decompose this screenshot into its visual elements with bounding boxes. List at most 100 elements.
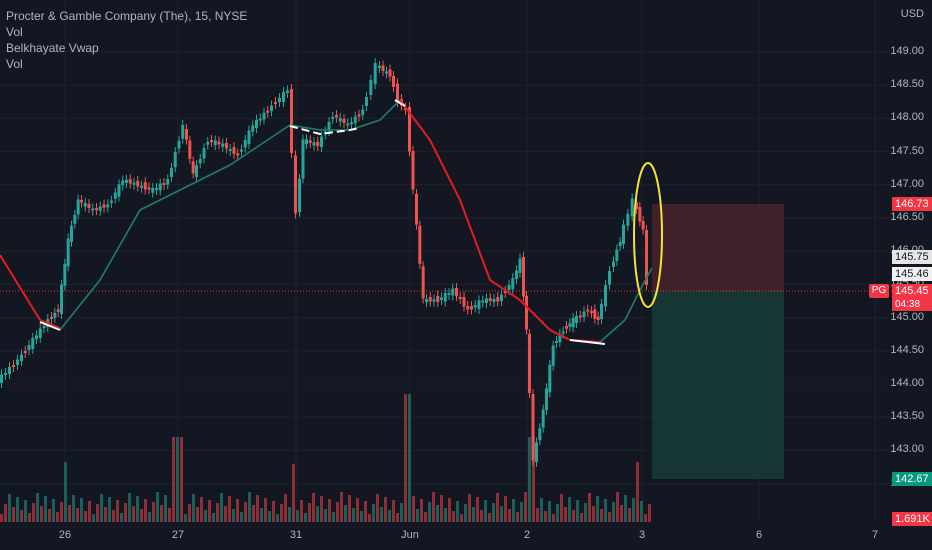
candle [626, 213, 630, 226]
candle [76, 199, 80, 215]
candle [346, 123, 350, 126]
volume-bar [92, 514, 95, 522]
candle [198, 159, 202, 164]
volume-bar [400, 503, 403, 522]
volume-bar [44, 496, 47, 522]
candle [496, 297, 500, 302]
candle [35, 335, 38, 339]
candle [408, 107, 411, 152]
candle [228, 149, 232, 151]
candle [80, 200, 83, 203]
last-price-tag: 145.45 [892, 284, 932, 298]
candle [335, 115, 338, 118]
volume-bar [516, 512, 519, 522]
volume-bar [596, 496, 599, 522]
legend-vol[interactable]: Vol [6, 25, 23, 39]
legend-vol-2[interactable]: Vol [6, 57, 23, 71]
candle [361, 109, 365, 115]
volume-bar [552, 514, 555, 522]
volume-bars [0, 394, 651, 522]
candle [618, 242, 622, 246]
volume-bar [436, 505, 439, 522]
volume-bar [208, 500, 211, 522]
volume-bar [16, 497, 19, 522]
candle [20, 354, 23, 361]
candle [443, 293, 447, 302]
candle [357, 114, 361, 117]
candle [274, 102, 277, 104]
candle [320, 136, 323, 147]
candle [95, 208, 98, 210]
candle [392, 76, 395, 87]
volume-bar [272, 501, 275, 522]
candle [436, 296, 440, 302]
legend-symbol-title[interactable]: Procter & Gamble Company (The), 15, NYSE [6, 9, 248, 23]
volume-bar [592, 506, 595, 522]
candle [447, 293, 451, 295]
candle [388, 69, 392, 77]
candle [575, 316, 578, 323]
volume-bar [320, 496, 323, 522]
candle [369, 80, 373, 95]
volume-bar [220, 493, 223, 522]
time-tick: 31 [289, 529, 303, 541]
volume-bar [444, 508, 447, 522]
volume-bar [48, 509, 51, 522]
legend-vwap[interactable]: Belkhayate Vwap [6, 41, 99, 55]
volume-bar [420, 499, 423, 522]
candle [23, 351, 27, 353]
level-b-tag: 145.46 [892, 267, 932, 281]
volume-bar [588, 493, 591, 522]
volume-bar [408, 394, 411, 522]
volume-bar [392, 500, 395, 522]
candle [381, 65, 385, 71]
volume-bar [4, 504, 7, 522]
volume-bar [80, 498, 83, 522]
volume-bar [176, 437, 179, 522]
vwap-white-segment-3 [569, 339, 606, 345]
volume-bar [268, 511, 271, 522]
volume-bar [128, 493, 131, 522]
candle [213, 140, 217, 146]
target-price-tag: 142.67 [892, 472, 932, 486]
candle [195, 165, 198, 177]
candle [462, 297, 466, 307]
candle [188, 140, 192, 159]
candle [548, 364, 552, 393]
volume-bar [280, 504, 283, 522]
candle [210, 140, 213, 142]
volume-bar [24, 500, 27, 522]
candle [428, 297, 432, 302]
volume-bar [144, 499, 147, 522]
candle [128, 179, 132, 184]
price-tick: 143.50 [890, 410, 924, 423]
candle [500, 294, 503, 301]
candle [270, 105, 273, 111]
candle [98, 206, 102, 211]
candle [60, 284, 63, 314]
volume-bar [624, 495, 627, 522]
volume-bar [456, 501, 459, 522]
volume-bar [256, 495, 259, 522]
currency-label[interactable]: USD [900, 8, 924, 20]
candle [582, 311, 586, 317]
volume-bar [396, 513, 399, 522]
price-tick: 148.50 [890, 78, 924, 91]
candle [158, 183, 162, 191]
volume-bar [324, 509, 327, 522]
volume-bar [132, 506, 135, 522]
volume-bar [248, 492, 251, 522]
candle [404, 108, 407, 110]
candle [305, 139, 308, 144]
volume-bar [644, 514, 647, 522]
candle [251, 125, 255, 132]
volume-bar [192, 494, 195, 522]
volume-bar [360, 511, 363, 522]
volume-bar [332, 512, 335, 522]
candle [507, 285, 511, 290]
candle [121, 180, 125, 186]
candle [528, 334, 531, 393]
candle [106, 204, 110, 208]
candle [70, 225, 73, 242]
